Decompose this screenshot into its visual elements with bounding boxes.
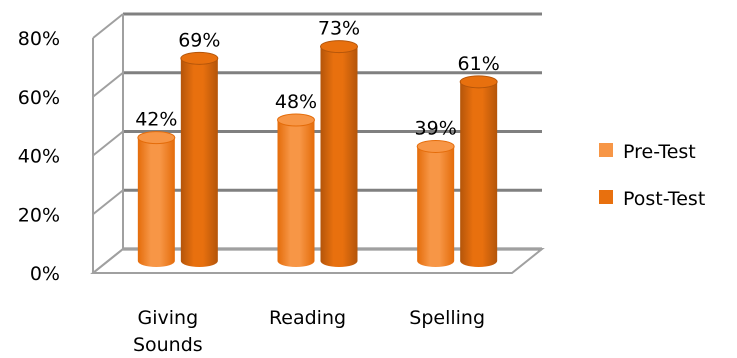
legend-swatch: [599, 190, 613, 204]
bar-cap: [137, 131, 176, 145]
bar-cap: [459, 75, 498, 89]
data-label: 69%: [178, 29, 220, 51]
gridline-side: [92, 130, 124, 157]
x-tick-label: Giving Sounds: [133, 307, 203, 356]
bar-cap: [180, 51, 219, 65]
y-axis: 0% 20% 40% 60% 80%: [18, 28, 60, 285]
bar-body: [180, 58, 218, 267]
floor: [90, 248, 545, 274]
data-label: 48%: [275, 91, 317, 113]
legend-label: Pre-Test: [623, 141, 696, 163]
bar-cap: [277, 113, 315, 127]
y-tick-label: 0%: [30, 263, 60, 285]
legend: Pre-Test Post-Test: [599, 141, 705, 210]
bar-pre-test-0: [137, 131, 176, 267]
gridline-side: [92, 189, 124, 216]
bar-pre-test-2: [416, 139, 455, 267]
bar-body: [277, 120, 315, 267]
bar-series: [137, 40, 498, 267]
bar-post-test-2: [459, 75, 498, 267]
bar-post-test-0: [180, 51, 219, 267]
gridline-side: [92, 13, 124, 39]
bar-post-test-1: [320, 40, 358, 267]
y-tick-label: 40%: [18, 146, 60, 168]
data-label: 39%: [415, 117, 457, 139]
x-axis: Giving Sounds Reading Spelling: [133, 307, 485, 356]
data-label: 42%: [135, 109, 177, 131]
y-tick-label: 80%: [18, 28, 60, 50]
bar-body: [417, 146, 455, 267]
y-tick-label: 20%: [18, 204, 60, 226]
bar-cap: [320, 40, 358, 54]
data-label: 73%: [318, 18, 360, 40]
y-tick-label: 60%: [18, 87, 60, 109]
bar-body: [460, 81, 498, 267]
data-label: 61%: [458, 53, 500, 75]
legend-swatch: [599, 143, 613, 157]
x-tick-label: Spelling: [409, 307, 485, 329]
bar-cap: [416, 139, 455, 153]
x-tick-label: Reading: [269, 307, 346, 329]
data-labels: 42% 69% 48% 73% 39% 61%: [135, 18, 500, 140]
legend-label: Post-Test: [623, 188, 705, 210]
bar-pre-test-1: [277, 113, 315, 267]
bar-body: [320, 46, 358, 267]
bar-body: [137, 137, 175, 267]
gridline-side: [92, 71, 124, 98]
